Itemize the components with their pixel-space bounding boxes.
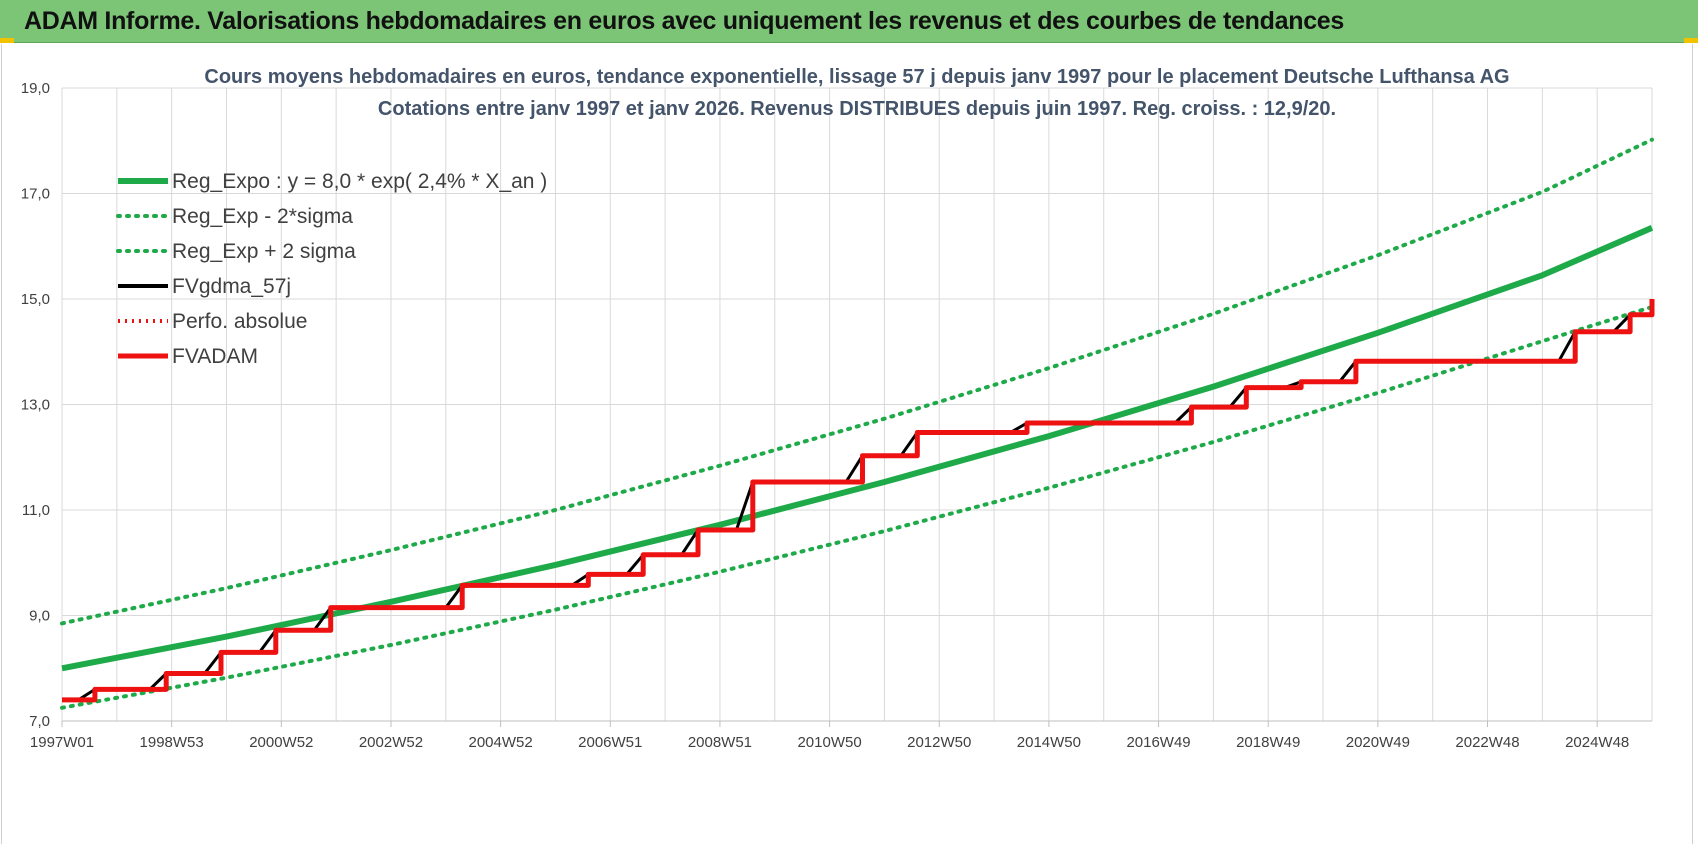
x-tick-label: 2024W48: [1565, 734, 1629, 751]
report-title: ADAM Informe. Valorisations hebdomadaire…: [24, 7, 1345, 35]
series-line-1: [60, 304, 1654, 710]
x-tick-label: 2014W50: [1017, 734, 1081, 751]
chart-title: Cours moyens hebdomadaires en euros, ten…: [204, 66, 1509, 120]
y-tick-label: 15,0: [21, 291, 50, 308]
y-tick-label: 13,0: [21, 397, 50, 414]
x-tick-label: 2020W49: [1346, 734, 1410, 751]
chart-frame: 7,0 9,0 11,0 13,0 15,0 17,0 19,0 1997W01 1998W53…: [1, 44, 1693, 844]
chart-title-line: Cotations entre janv 1997 et janv 2026. …: [378, 98, 1336, 120]
x-tick-label: 2008W51: [688, 734, 752, 751]
report-header: ADAM Informe. Valorisations hebdomadaire…: [0, 0, 1698, 43]
series-line-0: [61, 225, 1654, 672]
axes: 7,0 9,0 11,0 13,0 15,0 17,0 19,0 1997W01 1998W53…: [21, 80, 1652, 751]
y-tick-label: 7,0: [29, 713, 50, 730]
y-tick-label: 11,0: [22, 502, 50, 519]
x-tick-label: 2012W50: [907, 734, 971, 751]
series-line-2: [60, 137, 1654, 626]
x-tick-label: 1998W53: [140, 734, 204, 751]
series-line-3: [62, 313, 1652, 702]
x-tick-label: 2016W49: [1126, 734, 1190, 751]
x-tick-label: 2000W52: [249, 734, 313, 751]
legend-label: Reg_Exp - 2*sigma: [172, 205, 353, 228]
x-tick-label: 2006W51: [578, 734, 642, 751]
legend: Reg_Expo : y = 8,0 * exp( 2,4% * X_an ) R…: [116, 170, 547, 368]
line-chart: 7,0 9,0 11,0 13,0 15,0 17,0 19,0 1997W01 1998W53…: [21, 66, 1655, 751]
legend-label: Reg_Expo : y = 8,0 * exp( 2,4% * X_an ): [172, 170, 547, 193]
corner-mark-left: [0, 38, 14, 43]
legend-label: FVgdma_57j: [172, 275, 291, 298]
legend-label: FVADAM: [172, 345, 258, 368]
x-tick-label: 2018W49: [1236, 734, 1300, 751]
x-tick-label: 1997W01: [30, 734, 94, 751]
series: [60, 137, 1655, 710]
grid: [61, 87, 1653, 722]
chart-title-line: Cours moyens hebdomadaires en euros, ten…: [204, 66, 1509, 88]
x-tick-label: 2022W48: [1455, 734, 1519, 751]
y-tick-label: 9,0: [29, 608, 50, 625]
x-tick-label: 2004W52: [469, 734, 533, 751]
x-tick-label: 2010W50: [797, 734, 861, 751]
y-tick-label: 17,0: [21, 186, 50, 203]
series-line-5: [62, 299, 1655, 703]
corner-mark-right: [1684, 38, 1698, 43]
legend-label: Reg_Exp + 2 sigma: [172, 240, 356, 263]
x-tick-label: 2002W52: [359, 734, 423, 751]
legend-label: Perfo. absolue: [172, 310, 307, 333]
y-tick-label: 19,0: [21, 80, 50, 97]
